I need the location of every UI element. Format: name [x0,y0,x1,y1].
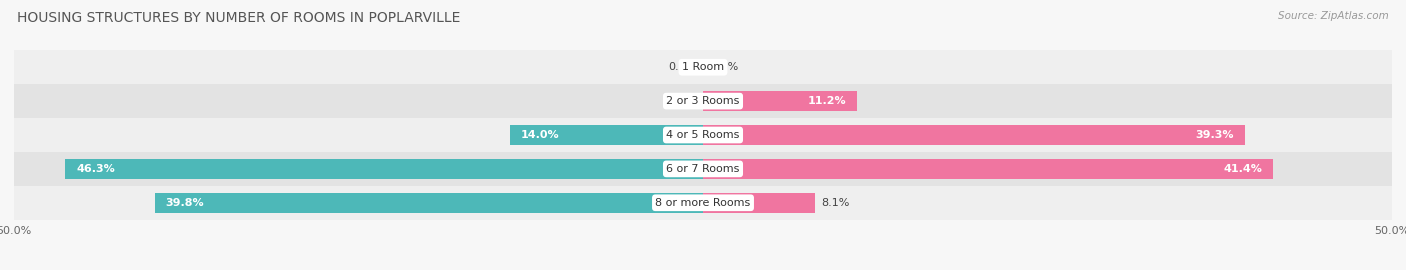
Text: 0.0%: 0.0% [668,62,696,72]
Bar [703,193,814,212]
Text: 8 or more Rooms: 8 or more Rooms [655,198,751,208]
Bar [14,84,1392,118]
Text: 2 or 3 Rooms: 2 or 3 Rooms [666,96,740,106]
Text: 39.3%: 39.3% [1195,130,1233,140]
Bar [155,193,703,212]
Text: 46.3%: 46.3% [76,164,115,174]
Bar [703,91,858,111]
Text: 11.2%: 11.2% [807,96,846,106]
Text: 0.0%: 0.0% [668,96,696,106]
Text: 6 or 7 Rooms: 6 or 7 Rooms [666,164,740,174]
Bar [14,186,1392,220]
Text: 8.1%: 8.1% [821,198,849,208]
Text: HOUSING STRUCTURES BY NUMBER OF ROOMS IN POPLARVILLE: HOUSING STRUCTURES BY NUMBER OF ROOMS IN… [17,11,460,25]
Bar [703,159,1274,179]
Text: 4 or 5 Rooms: 4 or 5 Rooms [666,130,740,140]
Text: 0.0%: 0.0% [710,62,738,72]
Text: Source: ZipAtlas.com: Source: ZipAtlas.com [1278,11,1389,21]
Text: 39.8%: 39.8% [166,198,204,208]
Bar [703,125,1244,145]
Bar [14,118,1392,152]
Text: 41.4%: 41.4% [1223,164,1263,174]
Bar [65,159,703,179]
Bar [510,125,703,145]
Text: 1 Room: 1 Room [682,62,724,72]
Bar [14,50,1392,84]
Bar [14,152,1392,186]
Text: 14.0%: 14.0% [522,130,560,140]
